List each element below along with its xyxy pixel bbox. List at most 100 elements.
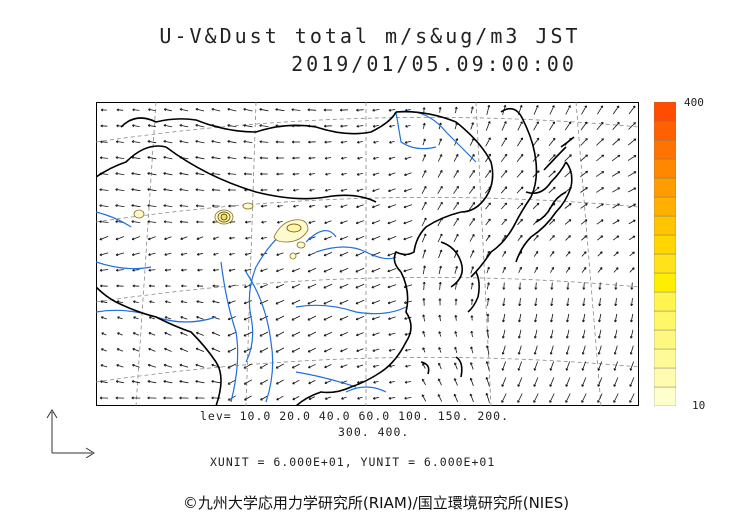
wind-arrow-head <box>115 220 118 224</box>
wind-arrow <box>549 251 555 257</box>
wind-arrow <box>503 298 505 306</box>
wind-arrow-head <box>100 284 103 288</box>
wind-arrow <box>565 251 571 257</box>
wind-arrow-head <box>616 235 620 239</box>
wind-arrow <box>213 269 219 271</box>
wind-arrow-head <box>275 108 278 112</box>
wind-arrow <box>340 348 348 352</box>
wind-arrow-head <box>422 298 426 301</box>
wind-arrow <box>612 138 620 146</box>
wind-arrow-head <box>164 253 167 256</box>
wind-arrow <box>276 268 284 272</box>
wind-arrow <box>453 186 459 194</box>
wind-arrow-head <box>324 221 327 224</box>
wind-arrow-head <box>485 345 489 348</box>
wind-arrow-head <box>243 156 246 160</box>
wind-arrow-head <box>550 287 554 290</box>
wind-arrow <box>116 348 124 352</box>
wind-arrow <box>148 348 156 352</box>
wind-arrow <box>325 396 331 400</box>
wind-arrow <box>565 393 571 403</box>
wind-arrow-head <box>549 400 552 403</box>
wind-arrow <box>598 329 602 339</box>
wind-arrow-head <box>147 188 150 192</box>
wind-arrow <box>470 378 474 386</box>
wind-arrow-head <box>163 108 167 111</box>
wind-arrow <box>307 283 317 289</box>
wind-arrow <box>614 329 618 339</box>
wind-arrow-head <box>195 204 199 208</box>
wind-arrow <box>179 172 189 176</box>
wind-arrow-head <box>630 319 633 323</box>
wind-arrow-head <box>323 124 327 128</box>
wind-arrow <box>403 236 413 240</box>
wind-arrow <box>564 203 572 209</box>
wind-arrow-head <box>600 235 604 239</box>
wind-arrow-head <box>131 220 134 224</box>
wind-arrow <box>148 252 156 256</box>
wind-arrow-head <box>132 124 135 128</box>
wind-arrow-head <box>552 219 556 222</box>
wind-arrow-head <box>196 220 199 224</box>
wind-arrow <box>196 300 204 304</box>
wind-arrow <box>309 189 315 191</box>
wind-arrow <box>180 332 188 336</box>
wind-arrow <box>403 204 413 208</box>
chart-timestamp: 2019/01/05.09:00:00 <box>291 52 577 76</box>
wind-arrow <box>163 221 173 223</box>
wind-arrow-head <box>504 186 508 189</box>
wind-arrow <box>213 236 219 240</box>
wind-arrow <box>422 347 426 353</box>
wind-arrow <box>245 221 251 223</box>
wind-arrow <box>324 220 332 224</box>
wind-arrow <box>373 396 379 400</box>
wind-arrow <box>372 348 380 352</box>
wind-arrow <box>357 141 363 143</box>
wind-arrow <box>211 173 221 175</box>
wind-arrow-head <box>211 347 215 351</box>
wind-arrow-head <box>243 140 246 144</box>
wind-arrow-head <box>456 201 459 205</box>
wind-arrow <box>100 364 108 368</box>
wind-arrow <box>612 122 620 130</box>
wind-arrow <box>581 267 587 273</box>
wind-arrow <box>501 393 507 403</box>
wind-arrow-head <box>163 172 166 175</box>
wind-arrow <box>195 172 205 176</box>
wind-arrow-head <box>163 156 166 159</box>
wind-arrow-head <box>260 188 263 192</box>
wind-arrow <box>356 364 364 368</box>
wind-arrow <box>308 380 316 384</box>
wind-arrow-head <box>454 106 458 110</box>
wind-arrow <box>485 121 491 131</box>
wind-arrow <box>453 234 459 242</box>
wind-arrow-head <box>212 268 216 272</box>
colorbar-segment <box>654 367 676 388</box>
wind-arrow <box>454 362 458 370</box>
wind-arrow-head <box>601 154 605 158</box>
wind-arrow <box>582 361 586 371</box>
wind-arrow <box>116 380 124 384</box>
wind-arrow-head <box>275 301 279 305</box>
wind-arrow <box>581 105 587 115</box>
wind-arrow-head <box>633 122 636 125</box>
wind-arrow-head <box>195 363 198 367</box>
wind-arrow <box>148 109 156 111</box>
wind-arrow <box>628 219 636 225</box>
wind-arrow-head <box>485 377 489 380</box>
wind-arrow <box>307 315 317 321</box>
wind-arrow <box>627 171 637 177</box>
wind-arrow <box>259 331 269 337</box>
wind-arrow <box>548 170 556 178</box>
wind-arrow-head <box>388 317 391 320</box>
wind-arrow-head <box>259 140 262 144</box>
wind-arrow-head <box>585 138 588 141</box>
wind-arrow-head <box>486 329 490 332</box>
wind-arrow <box>277 221 283 223</box>
wind-arrow-head <box>566 287 570 290</box>
wind-arrow <box>371 267 381 273</box>
wind-arrow <box>548 154 556 162</box>
wind-arrow <box>613 267 619 273</box>
wind-arrow-head <box>616 105 620 109</box>
wind-arrow-head <box>501 400 504 403</box>
